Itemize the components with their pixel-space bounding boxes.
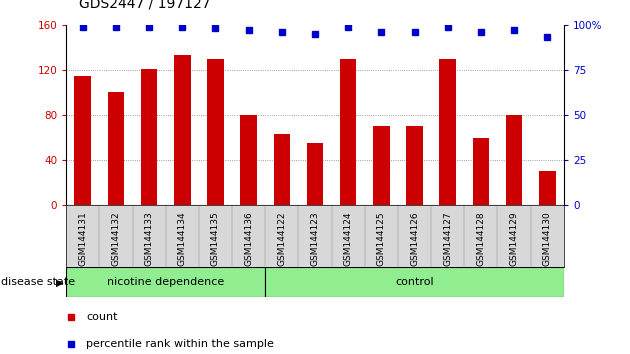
Text: control: control xyxy=(395,277,434,287)
Text: disease state: disease state xyxy=(1,277,75,287)
Text: GSM144131: GSM144131 xyxy=(78,211,87,266)
Text: GSM144133: GSM144133 xyxy=(145,211,154,266)
Bar xyxy=(74,75,91,205)
FancyBboxPatch shape xyxy=(265,267,564,297)
Bar xyxy=(174,55,191,205)
Text: GSM144134: GSM144134 xyxy=(178,211,186,266)
Bar xyxy=(340,59,357,205)
Bar xyxy=(440,59,456,205)
Bar xyxy=(539,171,556,205)
Bar xyxy=(307,143,323,205)
Bar xyxy=(472,138,489,205)
Bar xyxy=(506,115,522,205)
Text: GSM144129: GSM144129 xyxy=(510,211,518,266)
Text: GDS2447 / 197127: GDS2447 / 197127 xyxy=(79,0,210,11)
Text: percentile rank within the sample: percentile rank within the sample xyxy=(86,339,274,349)
Text: GSM144125: GSM144125 xyxy=(377,211,386,266)
Text: GSM144126: GSM144126 xyxy=(410,211,419,266)
Text: GSM144123: GSM144123 xyxy=(311,211,319,266)
Text: GSM144135: GSM144135 xyxy=(211,211,220,266)
Text: GSM144124: GSM144124 xyxy=(344,211,353,266)
Text: nicotine dependence: nicotine dependence xyxy=(107,277,224,287)
Text: ▶: ▶ xyxy=(55,277,63,287)
FancyBboxPatch shape xyxy=(66,267,265,297)
Text: GSM144130: GSM144130 xyxy=(543,211,552,266)
Text: GSM144132: GSM144132 xyxy=(112,211,120,266)
Bar xyxy=(207,59,224,205)
Bar xyxy=(373,126,389,205)
Bar xyxy=(406,126,423,205)
Text: GSM144122: GSM144122 xyxy=(277,211,286,266)
Bar xyxy=(108,92,124,205)
Text: count: count xyxy=(86,312,118,322)
Text: GSM144136: GSM144136 xyxy=(244,211,253,266)
Bar xyxy=(273,134,290,205)
Text: GSM144128: GSM144128 xyxy=(476,211,485,266)
Text: GSM144127: GSM144127 xyxy=(444,211,452,266)
Bar xyxy=(240,115,257,205)
Bar xyxy=(141,69,158,205)
